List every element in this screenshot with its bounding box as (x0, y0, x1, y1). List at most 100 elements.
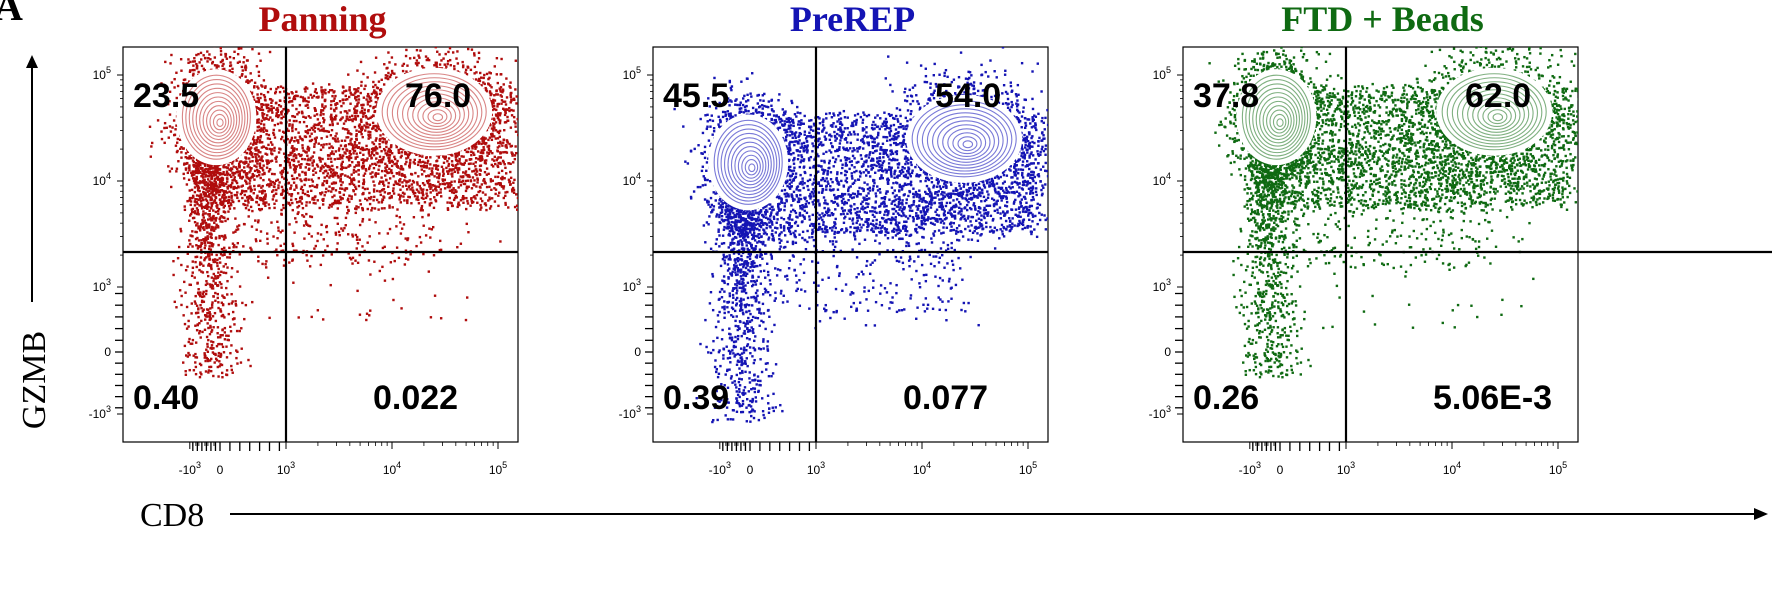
x-tick-label: -103 (709, 460, 731, 477)
quadrant-value-bottom-right: 0.077 (903, 379, 988, 417)
contour-line (192, 87, 243, 150)
y-tick-label: -103 (89, 404, 111, 421)
quadrant-value-bottom-right: 5.06E-3 (1433, 379, 1552, 417)
contour-line (381, 73, 487, 151)
x-axis-title: CD8 (140, 497, 204, 534)
contour-line (1441, 73, 1547, 151)
contour-line (1252, 87, 1303, 150)
panel-title: PreREP (790, 0, 915, 39)
y-axis-title: GZMB (16, 331, 53, 429)
contour-line (1461, 89, 1530, 139)
x-tick-label: 105 (1549, 460, 1567, 477)
contour-line (1259, 96, 1298, 144)
x-tick-label: 104 (1443, 460, 1461, 477)
contour-line (432, 113, 444, 122)
x-tick-label: 0 (1277, 463, 1284, 477)
y-tick-label: 0 (104, 345, 111, 359)
contour-line (199, 96, 238, 144)
y-axis-title-group: GZMB (16, 55, 53, 429)
contour-line (717, 124, 781, 202)
quadrant-value-bottom-left: 0.40 (133, 379, 199, 417)
x-axis-title-group: CD8 (140, 497, 1768, 534)
contour-line (1266, 105, 1292, 137)
contour-line (1477, 101, 1517, 130)
contour-line (396, 85, 474, 142)
contour-line (1262, 100, 1295, 141)
x-tick-label: 103 (277, 460, 295, 477)
contour-line (937, 120, 995, 163)
contour-line (713, 119, 783, 205)
contour-line (741, 154, 761, 179)
contour-line (1272, 113, 1287, 131)
y-tick-label: 104 (93, 171, 111, 188)
y-tick-label: 105 (93, 65, 111, 82)
quadrant-value-bottom-right: 0.022 (373, 379, 458, 417)
contour-line (1467, 93, 1525, 136)
x-tick-label: -103 (179, 460, 201, 477)
contour-line (720, 128, 778, 199)
contour-line (1456, 85, 1534, 142)
x-tick-label: -103 (1239, 460, 1261, 477)
contour-line (931, 116, 1000, 166)
contour-line (1241, 74, 1311, 160)
y-tick-label: 105 (623, 65, 641, 82)
quadrant-value-top-right: 54.0 (935, 77, 1001, 115)
contour-line (1248, 83, 1306, 154)
x-tick-label: 103 (807, 460, 825, 477)
contour-line (942, 124, 991, 160)
contour-line (181, 74, 251, 160)
contour-line (401, 89, 470, 139)
x-axis: -103 0 103 104 105 (1239, 442, 1567, 477)
contour-line (1446, 77, 1543, 148)
contour-line (724, 132, 775, 196)
y-tick-label: 103 (623, 277, 641, 294)
contour-line (962, 140, 974, 149)
quadrant-value-bottom-left: 0.39 (663, 379, 729, 417)
contour-line (1492, 113, 1504, 122)
panel-title: Panning (258, 0, 386, 39)
y-axis: 105 104 103 0 -103 (1149, 65, 1183, 421)
contour-line (212, 113, 227, 131)
contour-line (195, 92, 241, 147)
y-tick-label: 105 (1153, 65, 1171, 82)
contour-line (427, 109, 448, 125)
contour-line (386, 77, 483, 148)
contour-line (1276, 118, 1284, 128)
contour-line (391, 81, 479, 145)
x-tick-label: 105 (1019, 460, 1037, 477)
contour-line (206, 105, 232, 137)
x-tick-label: 103 (1337, 460, 1355, 477)
y-axis: 105 104 103 0 -103 (619, 65, 653, 421)
y-tick-label: 103 (93, 277, 111, 294)
y-arrow-head (26, 55, 38, 68)
contour-line (1487, 109, 1508, 125)
contour-line (188, 83, 246, 154)
y-tick-label: -103 (1149, 404, 1171, 421)
density-contours (708, 94, 1023, 211)
contour-line (185, 78, 249, 157)
quadrant-value-top-right: 76.0 (405, 77, 471, 115)
contour-line (1245, 78, 1309, 157)
contour-line (916, 104, 1013, 175)
contour-line (744, 159, 759, 176)
panel-letter: A (0, 0, 23, 29)
contour-line (1472, 97, 1521, 133)
y-tick-label: 104 (1153, 171, 1171, 188)
y-tick-label: 103 (1153, 277, 1171, 294)
contour-line (730, 141, 770, 189)
contour-line (727, 137, 772, 192)
y-tick-label: -103 (619, 404, 641, 421)
y-axis: 105 104 103 0 -103 (89, 65, 123, 421)
contour-line (417, 101, 457, 130)
x-axis: -103 0 103 104 105 (179, 442, 507, 477)
quadrant-value-top-left: 23.5 (133, 77, 199, 115)
quadrant-value-top-left: 37.8 (1193, 77, 1259, 115)
contour-line (202, 100, 235, 141)
contour-line (412, 97, 461, 133)
y-tick-label: 0 (1164, 345, 1171, 359)
panel-3: FTD + Beads 37.8 62.0 0.26 5.06E-3 105 104 103 0… (1149, 0, 1772, 477)
panel-title: FTD + Beads (1281, 0, 1484, 39)
x-tick-label: 104 (383, 460, 401, 477)
